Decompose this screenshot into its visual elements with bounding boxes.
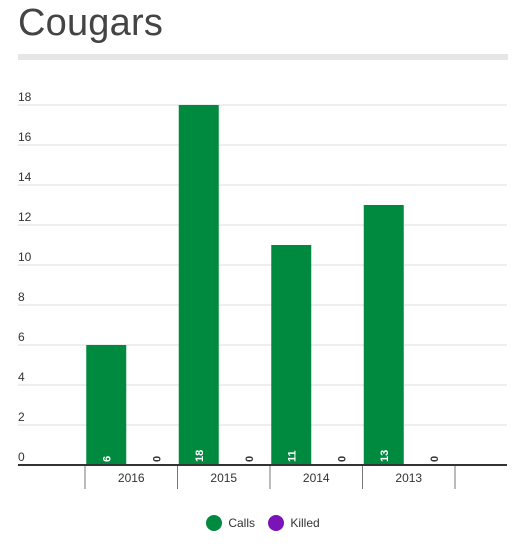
y-tick-label: 12 bbox=[18, 210, 32, 224]
data-label-killed-2013: 0 bbox=[429, 456, 441, 462]
legend-label-calls: Calls bbox=[228, 516, 255, 530]
data-label-killed-2016: 0 bbox=[151, 456, 163, 462]
y-tick-label: 6 bbox=[18, 330, 25, 344]
data-label-calls-2013: 13 bbox=[379, 450, 391, 462]
y-axis-ticks: 0 2 4 6 8 10 12 14 16 18 bbox=[18, 90, 32, 464]
legend: Calls Killed bbox=[0, 515, 526, 531]
bars: 6 0 18 0 11 0 13 0 bbox=[86, 105, 441, 465]
y-tick-label: 0 bbox=[18, 450, 25, 464]
bar-calls-2013[interactable] bbox=[363, 205, 404, 465]
y-tick-label: 2 bbox=[18, 410, 25, 424]
x-tick-label: 2016 bbox=[118, 471, 145, 485]
legend-item-killed[interactable]: Killed bbox=[268, 515, 320, 531]
legend-label-killed: Killed bbox=[290, 516, 320, 530]
data-label-killed-2014: 0 bbox=[336, 456, 348, 462]
y-tick-label: 4 bbox=[18, 370, 25, 384]
x-tick-label: 2015 bbox=[210, 471, 237, 485]
y-tick-label: 18 bbox=[18, 90, 32, 104]
bar-calls-2015[interactable] bbox=[178, 105, 219, 465]
x-axis: 2016 2015 2014 2013 bbox=[18, 464, 507, 489]
bar-calls-2014[interactable] bbox=[271, 245, 312, 465]
title-divider bbox=[18, 54, 508, 60]
page-title: Cougars bbox=[18, 2, 164, 44]
legend-item-calls[interactable]: Calls bbox=[206, 515, 255, 531]
y-tick-label: 10 bbox=[18, 250, 32, 264]
legend-swatch-calls bbox=[206, 515, 223, 531]
data-label-killed-2015: 0 bbox=[244, 456, 256, 462]
y-tick-label: 14 bbox=[18, 170, 32, 184]
bar-chart: 0 2 4 6 8 10 12 14 16 18 6 0 18 0 11 0 13 0 2016 2015 2014… bbox=[18, 90, 507, 489]
data-label-calls-2016: 6 bbox=[101, 456, 113, 462]
data-label-calls-2015: 18 bbox=[194, 450, 206, 462]
bar-calls-2016[interactable] bbox=[86, 345, 127, 465]
x-tick-label: 2014 bbox=[303, 471, 330, 485]
y-tick-label: 16 bbox=[18, 130, 32, 144]
legend-swatch-killed bbox=[268, 515, 285, 531]
y-tick-label: 8 bbox=[18, 290, 25, 304]
x-tick-label: 2013 bbox=[395, 471, 422, 485]
data-label-calls-2014: 11 bbox=[286, 450, 298, 462]
